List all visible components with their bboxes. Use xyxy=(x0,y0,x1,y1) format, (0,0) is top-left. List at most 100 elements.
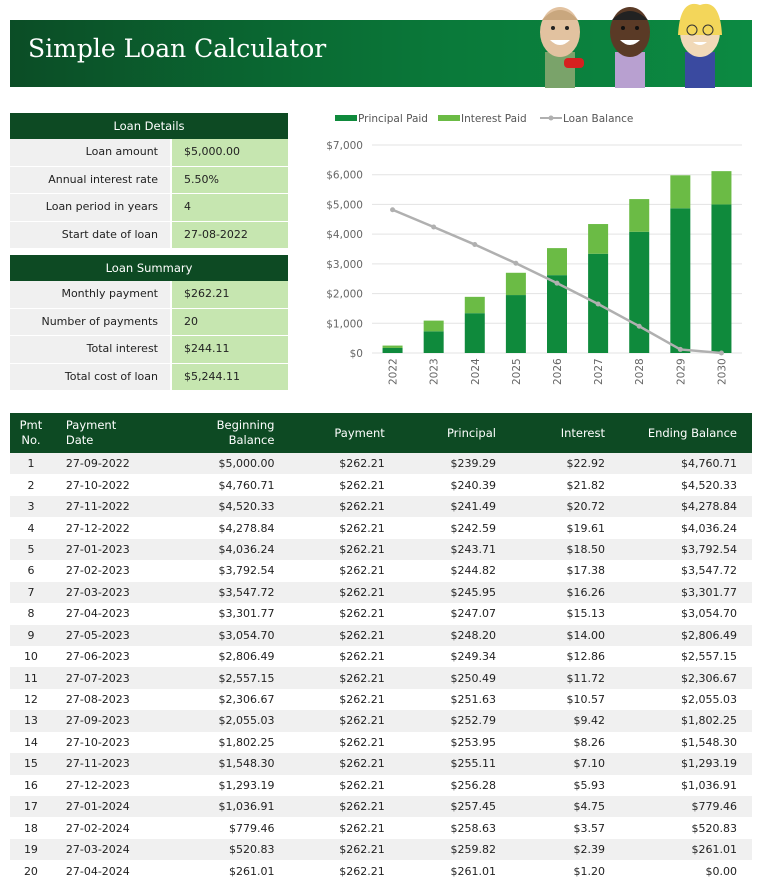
cell-payment: $262.21 xyxy=(339,757,385,771)
cell-pmt-no: 4 xyxy=(27,521,35,535)
y-tick-label: $1,000 xyxy=(326,318,363,330)
start-date-label: Start date of loan xyxy=(10,221,170,248)
cell-payment: $262.21 xyxy=(339,671,385,685)
cell-beginning-balance: $2,306.67 xyxy=(218,693,275,707)
cell-payment: $262.21 xyxy=(339,778,385,792)
cell-payment-date: 27-11-2022 xyxy=(65,500,130,514)
x-tick-label: 2028 xyxy=(634,358,646,385)
cell-interest: $3.57 xyxy=(573,821,606,835)
cell-payment-date: 27-10-2023 xyxy=(65,735,130,749)
cell-interest: $19.61 xyxy=(566,521,606,535)
cell-ending-balance: $520.83 xyxy=(691,821,738,835)
cell-principal: $255.11 xyxy=(450,757,496,771)
cell-principal: $244.82 xyxy=(450,564,496,578)
cell-payment: $262.21 xyxy=(339,564,385,578)
start-date-input[interactable]: 27-08-2022 xyxy=(170,221,288,248)
loan-amount-label: Loan amount xyxy=(10,139,170,166)
cell-ending-balance: $4,760.71 xyxy=(681,457,737,471)
loan-period-input[interactable]: 4 xyxy=(170,194,288,221)
loan-balance-point xyxy=(595,301,601,307)
cell-interest: $17.38 xyxy=(566,564,606,578)
cell-principal: $251.63 xyxy=(450,693,496,707)
table-row: 14 27-10-2023 $1,802.25 $262.21 $253.95 $8.26… xyxy=(10,732,752,753)
cell-pmt-no: 16 xyxy=(23,778,38,792)
loan-amount-input[interactable]: $5,000.00 xyxy=(170,139,288,166)
cell-principal: $242.59 xyxy=(450,521,496,535)
cell-ending-balance: $3,547.72 xyxy=(681,564,737,578)
cell-beginning-balance: $3,054.70 xyxy=(218,628,275,642)
cell-beginning-balance: $3,792.54 xyxy=(218,564,275,578)
table-row: 17 27-01-2024 $1,036.91 $262.21 $257.45 $4.75… xyxy=(10,796,752,818)
cell-payment-date: 27-01-2024 xyxy=(65,800,130,814)
cell-payment: $262.21 xyxy=(339,821,385,835)
table-row: 1 27-09-2022 $5,000.00 $262.21 $239.29 $22.92… xyxy=(10,453,752,475)
cell-pmt-no: 19 xyxy=(23,843,38,857)
principal-bar xyxy=(711,204,732,353)
legend-label: Loan Balance xyxy=(563,113,633,125)
cell-pmt-no: 8 xyxy=(27,607,35,621)
cell-ending-balance: $4,036.24 xyxy=(681,521,737,535)
cell-payment: $262.21 xyxy=(339,542,385,556)
cell-interest: $10.57 xyxy=(566,693,606,707)
loan-chart: $0 $1,000 $2,000 $3,000 $4,000 $5,000 $6,000 $7… xyxy=(326,113,742,385)
x-tick-label: 2022 xyxy=(388,358,400,385)
total-cost-row: Total cost of loan $5,244.11 xyxy=(10,363,288,391)
cell-beginning-balance: $3,547.72 xyxy=(218,585,275,599)
monthly-payment-label: Monthly payment xyxy=(10,281,170,308)
cell-ending-balance: $0.00 xyxy=(705,864,738,878)
table-row: 18 27-02-2024 $779.46 $262.21 $258.63 $3.57 $5… xyxy=(10,817,752,838)
cell-payment: $262.21 xyxy=(339,735,385,749)
cell-pmt-no: 1 xyxy=(27,457,35,471)
cell-ending-balance: $1,548.30 xyxy=(681,735,737,749)
cell-principal: $249.34 xyxy=(450,650,496,664)
cell-beginning-balance: $5,000.00 xyxy=(218,457,275,471)
number-of-payments-value: 20 xyxy=(170,308,288,335)
cell-interest: $11.72 xyxy=(566,671,606,685)
cell-ending-balance: $3,301.77 xyxy=(681,585,737,599)
cell-principal: $240.39 xyxy=(450,478,496,492)
cell-payment-date: 27-09-2023 xyxy=(65,714,130,728)
y-tick-label: $2,000 xyxy=(326,289,363,301)
cell-pmt-no: 3 xyxy=(27,500,35,514)
cell-payment: $262.21 xyxy=(339,693,385,707)
legend-item: Loan Balance xyxy=(540,113,633,125)
cell-pmt-no: 6 xyxy=(27,564,35,578)
cell-pmt-no: 15 xyxy=(23,757,38,771)
cell-payment: $262.21 xyxy=(339,607,385,621)
loan-details-panel: Loan Details Loan amount $5,000.00 Annual… xyxy=(10,113,288,249)
table-row: 10 27-06-2023 $2,806.49 $262.21 $249.34 $12.8… xyxy=(10,646,752,667)
table-row: 7 27-03-2023 $3,547.72 $262.21 $245.95 $16.26… xyxy=(10,581,752,604)
cell-ending-balance: $2,557.15 xyxy=(681,650,737,664)
cell-beginning-balance: $520.83 xyxy=(228,843,275,857)
interest-rate-input[interactable]: 5.50% xyxy=(170,166,288,193)
cell-beginning-balance: $261.01 xyxy=(228,864,275,878)
interest-bar xyxy=(423,320,444,332)
start-date-row: Start date of loan 27-08-2022 xyxy=(10,221,288,249)
person-3-illustration xyxy=(678,3,722,88)
loan-balance-point xyxy=(390,207,396,213)
cell-interest: $8.26 xyxy=(573,735,606,749)
cell-principal: $258.63 xyxy=(450,821,496,835)
principal-bar xyxy=(547,275,567,353)
y-tick-label: $6,000 xyxy=(326,170,363,182)
cell-principal: $241.49 xyxy=(450,500,496,514)
cell-beginning-balance: $4,036.24 xyxy=(218,542,275,556)
total-interest-value: $244.11 xyxy=(170,336,288,363)
header-payment-date: Payment Date xyxy=(51,413,148,453)
cell-payment-date: 27-10-2022 xyxy=(65,478,130,492)
cell-payment-date: 27-03-2024 xyxy=(65,843,130,857)
table-header-row: Pmt No. Payment Date Beginning Balance Paym… xyxy=(10,413,752,453)
cell-ending-balance: $1,036.91 xyxy=(681,778,737,792)
cell-payment-date: 27-06-2023 xyxy=(65,650,130,664)
cell-principal: $243.71 xyxy=(450,542,496,556)
cell-interest: $22.92 xyxy=(566,457,606,471)
total-interest-row: Total interest $244.11 xyxy=(10,336,288,364)
cell-payment: $262.21 xyxy=(339,714,385,728)
interest-bar xyxy=(588,224,609,254)
table-row: 2 27-10-2022 $4,760.71 $262.21 $240.39 $21.82… xyxy=(10,474,752,495)
cell-payment-date: 27-01-2023 xyxy=(65,542,130,556)
table-row: 3 27-11-2022 $4,520.33 $262.21 $241.49 $20.72… xyxy=(10,495,752,518)
table-row: 15 27-11-2023 $1,548.30 $262.21 $255.11 $7.10… xyxy=(10,753,752,775)
interest-rate-label: Annual interest rate xyxy=(10,166,170,193)
cell-beginning-balance: $4,278.84 xyxy=(218,521,275,535)
